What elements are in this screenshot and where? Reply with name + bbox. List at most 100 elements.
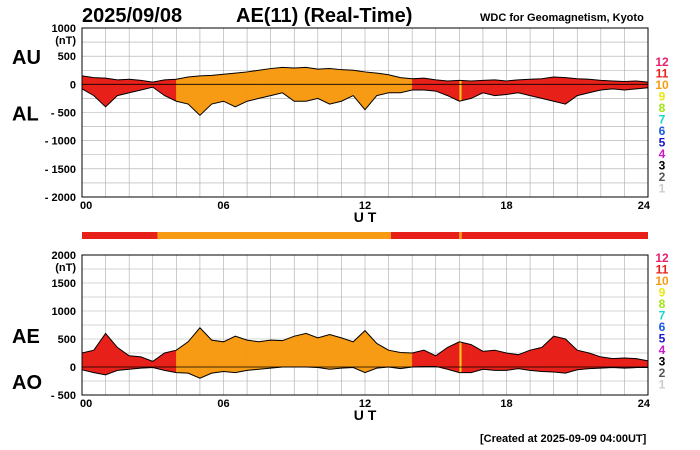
legend-level: 9 [659, 286, 666, 300]
area-segment [317, 334, 330, 370]
area-segment [81, 349, 94, 373]
area-segment [246, 70, 260, 102]
area-segment [140, 356, 153, 369]
area-segment [470, 344, 484, 373]
activity-segment [157, 232, 391, 239]
area-segment [364, 71, 377, 111]
grid [82, 255, 648, 395]
legend-level: 1 [659, 378, 666, 392]
y-tick-label: - 1000 [45, 136, 76, 148]
y-tick-label: - 500 [51, 390, 76, 402]
y-tick-label: - 1500 [45, 164, 76, 176]
activity-segment [461, 232, 648, 239]
legend-level: 6 [659, 320, 666, 334]
x-axis-title: U T [354, 209, 377, 225]
legend-level: 4 [659, 343, 666, 357]
x-tick-label: 24 [638, 398, 651, 410]
legend-level: 2 [659, 170, 666, 184]
legend-level: 5 [659, 136, 666, 150]
area-segment [341, 337, 354, 369]
area-segment [553, 76, 566, 105]
x-axis-title: U T [354, 407, 377, 423]
y-tick-label: 1000 [52, 306, 76, 318]
legend-level: 12 [655, 55, 669, 69]
area-segment [93, 332, 106, 376]
area-segment [199, 327, 212, 379]
y-tick-label: - 2000 [45, 192, 76, 204]
area-segment [246, 339, 260, 371]
legend-level: 10 [655, 78, 669, 92]
unit-label: (nT) [55, 262, 76, 274]
grid [82, 28, 648, 197]
series-label-upper: AE [12, 326, 40, 348]
series-upper-line [81, 327, 649, 362]
area-segment [176, 76, 189, 105]
series-lower-line [81, 86, 649, 117]
area-segment [353, 70, 366, 111]
legend-level: 7 [659, 113, 666, 127]
chart-date: 2025/09/08 [82, 5, 182, 27]
y-tick-label: 1000 [52, 23, 76, 35]
legend-level: 8 [659, 101, 666, 115]
x-tick-label: 12 [359, 200, 371, 212]
area-segment [258, 339, 271, 370]
area-segment [211, 339, 224, 374]
x-tick-label: 18 [500, 398, 512, 410]
legend-level: 5 [659, 332, 666, 346]
plot-frame [81, 27, 649, 198]
series-label-lower: AO [12, 372, 42, 394]
area-segment [270, 67, 283, 96]
y-tick-label: 500 [58, 334, 76, 346]
area-segment [270, 339, 283, 369]
legend-level: 11 [656, 263, 669, 277]
series-upper-line [81, 66, 649, 83]
y-tick-label: 0 [70, 362, 76, 374]
area-segment [506, 79, 519, 95]
x-tick-label: 06 [217, 200, 229, 212]
area-segment [258, 68, 271, 99]
area-segment [553, 335, 566, 374]
legend-level: 11 [656, 67, 669, 81]
legend-level: 1 [659, 182, 666, 196]
x-tick-label: 12 [359, 398, 371, 410]
activity-segment [82, 232, 158, 239]
area-segment [400, 352, 413, 369]
area-segment [329, 68, 342, 105]
area-segment [435, 347, 448, 370]
y-tick-label: 1500 [52, 278, 76, 290]
legend-level: 8 [659, 297, 666, 311]
activity-level-bar [82, 232, 648, 239]
legend-level: 2 [659, 366, 666, 380]
area-segment [105, 77, 118, 108]
x-tick-label: 00 [80, 398, 92, 410]
y-tick-label: 2000 [52, 250, 76, 262]
activity-segment [459, 232, 462, 239]
x-tick-label: 00 [80, 200, 92, 212]
area-segment [105, 332, 118, 376]
area-segment [93, 77, 106, 108]
plot-frame [81, 254, 649, 396]
area-segment [294, 333, 307, 368]
area-segment [541, 76, 554, 102]
x-tick-label: 24 [638, 200, 651, 212]
x-tick-label: 06 [217, 398, 229, 410]
area-segment [506, 352, 519, 371]
y-tick-label: - 500 [51, 108, 76, 120]
area-segment [329, 334, 342, 370]
area-segment [353, 330, 366, 373]
legend-level: 6 [659, 124, 666, 138]
activity-segment [390, 232, 460, 239]
legend-level: 3 [659, 159, 666, 173]
legend-level: 3 [659, 355, 666, 369]
chart-title: AE(11) (Real-Time) [236, 5, 412, 27]
legend-level: 12 [655, 251, 669, 265]
legend-level: 4 [659, 147, 666, 161]
area-segment [164, 349, 177, 373]
area-segment [494, 79, 507, 96]
unit-label: (nT) [55, 35, 76, 47]
area-segment [305, 333, 319, 368]
series-label-lower: AL [12, 104, 39, 126]
